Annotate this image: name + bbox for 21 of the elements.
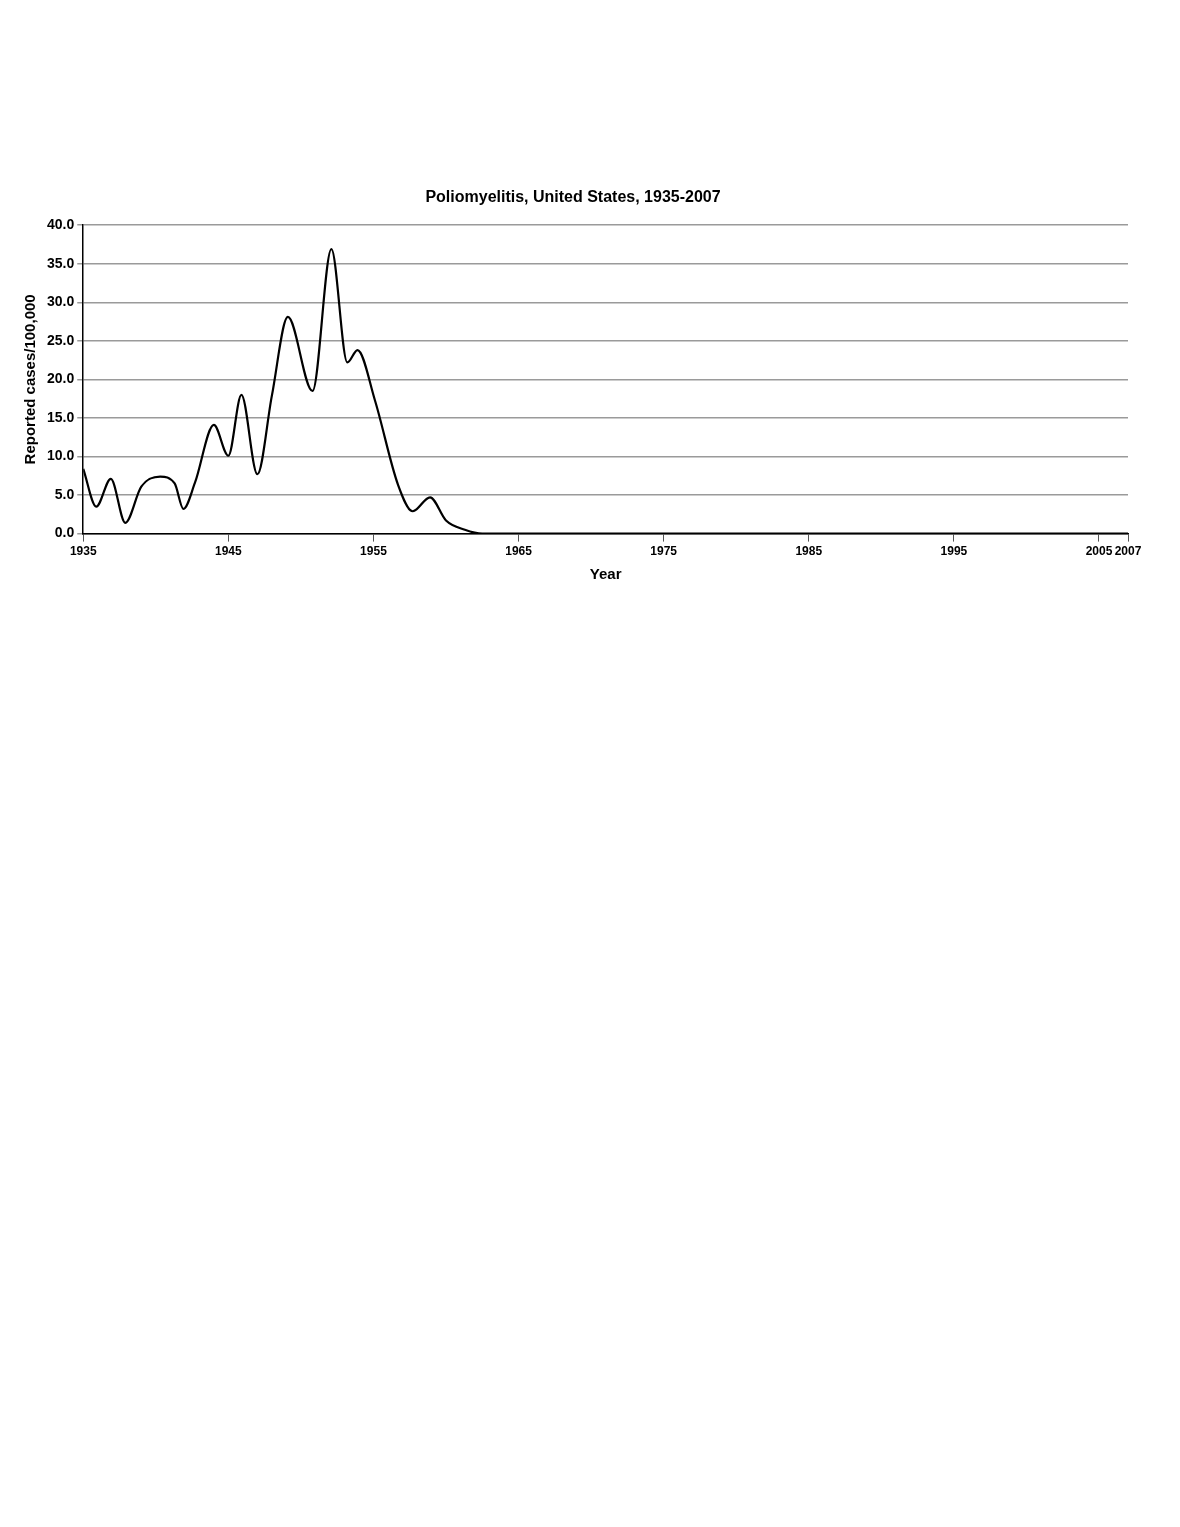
x-tick-label: 1975 (650, 544, 678, 559)
x-tick-label: 1935 (69, 544, 97, 559)
x-tick-label: 1945 (215, 544, 243, 559)
x-tick-label: 1965 (505, 544, 533, 559)
x-tick-label: 1985 (795, 544, 823, 559)
x-tick-label: 2007 (1114, 544, 1142, 559)
y-tick-label: 15.0 (47, 408, 75, 425)
chart-title: Poliomyelitis, United States, 1935-2007 (425, 188, 721, 206)
y-tick-label: 25.0 (47, 331, 75, 348)
y-tick-label: 5.0 (54, 485, 75, 502)
x-axis-title: Year (589, 565, 622, 583)
y-tick-label: 20.0 (47, 370, 75, 387)
y-tick-label: 35.0 (47, 254, 75, 271)
y-tick-label: 30.0 (47, 293, 75, 310)
y-tick-label: 10.0 (47, 447, 75, 464)
x-tick-label: 2005 (1085, 544, 1113, 559)
y-axis-title: Reported cases/100,000 (21, 294, 39, 465)
y-tick-label: 0.0 (54, 524, 75, 541)
y-tick-label: 40.0 (47, 216, 75, 233)
x-tick-label: 1955 (360, 544, 388, 559)
x-tick-label: 1995 (940, 544, 968, 559)
